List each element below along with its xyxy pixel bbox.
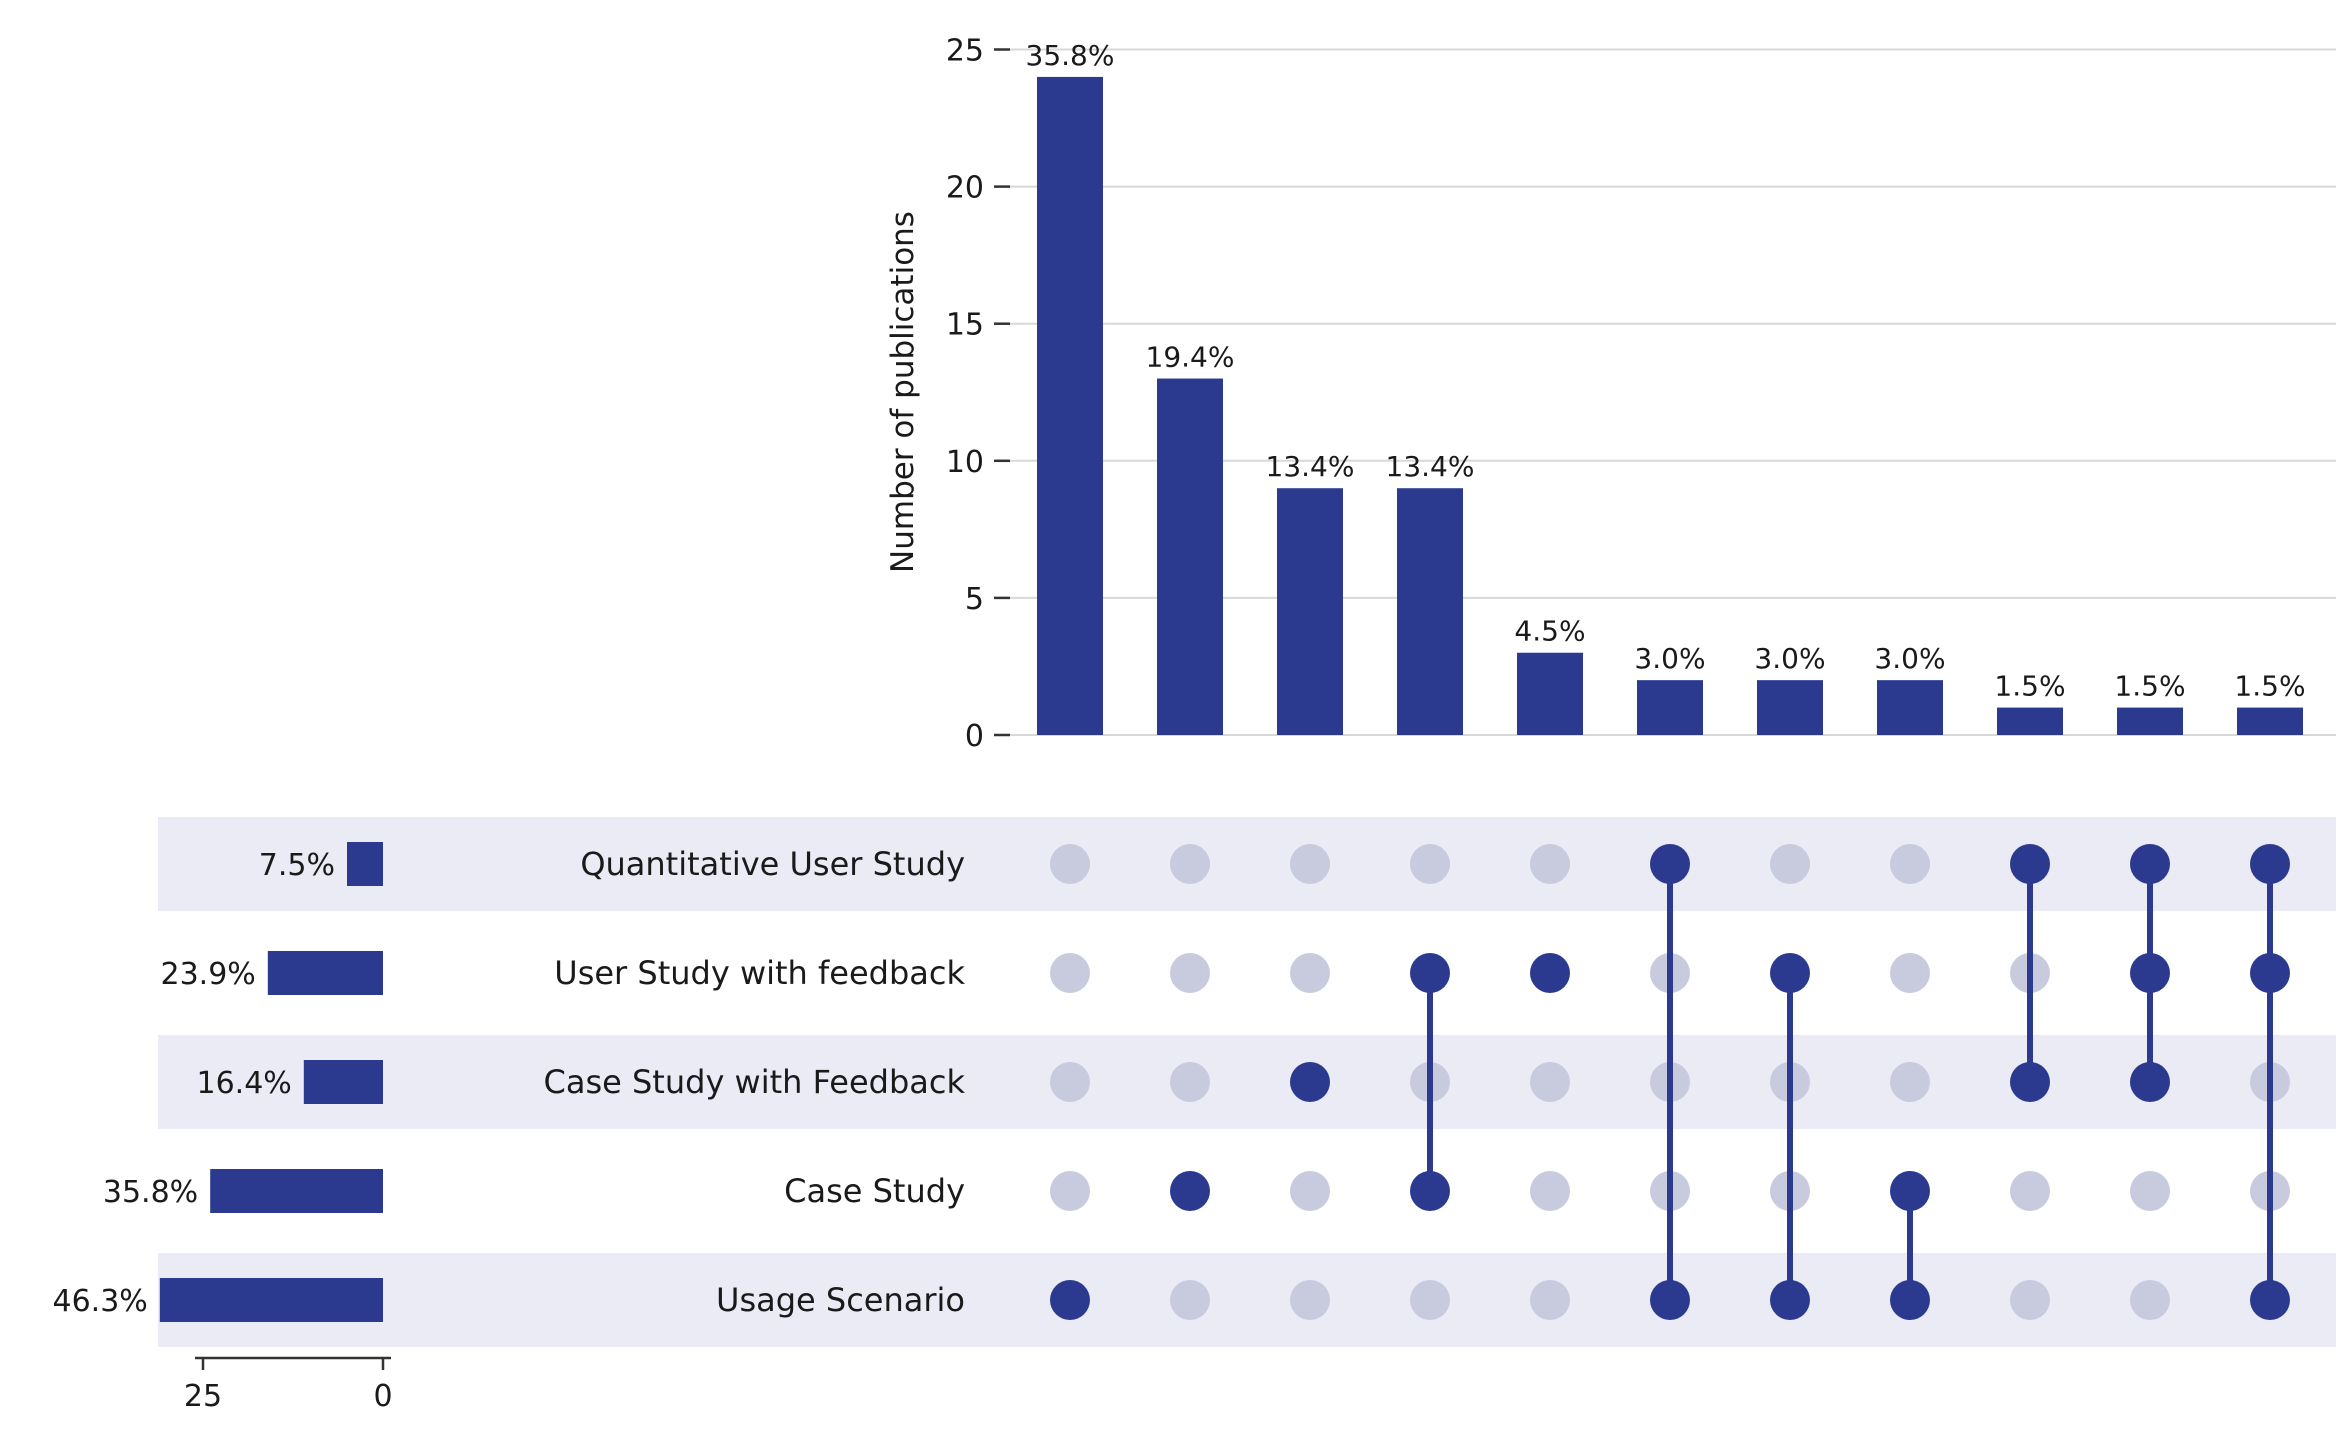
matrix-dot-inactive: [1170, 1062, 1210, 1102]
matrix-dot-inactive: [1290, 953, 1330, 993]
matrix-dot-inactive: [1770, 844, 1810, 884]
intersection-pct-label: 13.4%: [1266, 450, 1355, 483]
intersection-pct-label: 3.0%: [1874, 642, 1945, 675]
matrix-dot-active: [2250, 953, 2290, 993]
y-tick-label: 15: [946, 308, 984, 343]
set-size-bar: [210, 1169, 383, 1213]
row-stripe: [158, 1253, 2336, 1347]
intersection-bar: [2117, 707, 2183, 735]
matrix-dot-inactive: [1170, 953, 1210, 993]
matrix-dot-active: [1770, 953, 1810, 993]
matrix-dot-inactive: [1290, 1280, 1330, 1320]
matrix-dot-inactive: [1290, 844, 1330, 884]
intersection-pct-label: 3.0%: [1754, 642, 1825, 675]
matrix-dot-active: [2130, 953, 2170, 993]
y-tick-label: 10: [946, 445, 984, 480]
matrix-dot-active: [1170, 1171, 1210, 1211]
set-size-bar: [347, 842, 383, 886]
y-axis-title: Number of publications: [885, 211, 921, 573]
set-pct-label: 7.5%: [259, 848, 335, 883]
matrix-dot-active: [2250, 844, 2290, 884]
matrix-dot-inactive: [1170, 1280, 1210, 1320]
matrix-dot-active: [1890, 1280, 1930, 1320]
matrix-dot-inactive: [1050, 953, 1090, 993]
set-size-bar: [267, 951, 383, 995]
matrix-dot-inactive: [2130, 1171, 2170, 1211]
y-tick-label: 25: [946, 34, 984, 69]
intersection-pct-label: 1.5%: [1994, 670, 2065, 703]
matrix-dot-active: [1050, 1280, 1090, 1320]
matrix-dot-inactive: [1050, 1062, 1090, 1102]
y-tick-label: 20: [946, 171, 984, 206]
matrix-dot-inactive: [1890, 953, 1930, 993]
matrix-dot-inactive: [1530, 844, 1570, 884]
intersection-pct-label: 3.0%: [1634, 642, 1705, 675]
matrix-dot-inactive: [1050, 1171, 1090, 1211]
intersection-bar: [1757, 680, 1823, 735]
intersection-bar: [1157, 378, 1223, 735]
intersection-pct-label: 4.5%: [1514, 615, 1585, 648]
set-pct-label: 16.4%: [196, 1066, 291, 1101]
intersection-bar: [1397, 488, 1463, 735]
set-pct-label: 35.8%: [103, 1175, 198, 1210]
matrix-dot-inactive: [2130, 1280, 2170, 1320]
matrix-dot-active: [1290, 1062, 1330, 1102]
matrix-dot-active: [1410, 953, 1450, 993]
intersection-pct-label: 19.4%: [1146, 341, 1235, 374]
set-size-bar: [159, 1278, 383, 1322]
y-tick-label: 0: [965, 719, 984, 754]
matrix-dot-inactive: [1890, 844, 1930, 884]
set-label: Case Study with Feedback: [544, 1063, 966, 1101]
intersection-bar: [1517, 652, 1583, 735]
intersection-pct-label: 13.4%: [1386, 450, 1475, 483]
matrix-dot-active: [1410, 1171, 1450, 1211]
matrix-dot-active: [2010, 844, 2050, 884]
intersection-bar: [1637, 680, 1703, 735]
intersection-bar: [1037, 76, 1103, 736]
matrix-dot-inactive: [2010, 1280, 2050, 1320]
set-size-bar: [303, 1060, 383, 1104]
intersection-pct-label: 1.5%: [2114, 670, 2185, 703]
intersection-bar: [2237, 707, 2303, 735]
set-label: Quantitative User Study: [580, 845, 965, 883]
matrix-dot-active: [1650, 1280, 1690, 1320]
matrix-dot-inactive: [2010, 1171, 2050, 1211]
matrix-dot-inactive: [1410, 844, 1450, 884]
set-label: Usage Scenario: [716, 1281, 965, 1319]
matrix-dot-active: [1770, 1280, 1810, 1320]
matrix-dot-inactive: [1050, 844, 1090, 884]
row-stripe: [158, 817, 2336, 911]
y-tick-label: 5: [965, 582, 984, 617]
matrix-dot-active: [2130, 1062, 2170, 1102]
matrix-dot-active: [2010, 1062, 2050, 1102]
matrix-dot-inactive: [1530, 1280, 1570, 1320]
intersection-bar: [1877, 680, 1943, 735]
intersection-bar: [1277, 488, 1343, 735]
row-stripe: [158, 1035, 2336, 1129]
intersection-pct-label: 1.5%: [2234, 670, 2305, 703]
matrix-dot-inactive: [1170, 844, 1210, 884]
matrix-dot-active: [2250, 1280, 2290, 1320]
set-pct-label: 23.9%: [160, 957, 255, 992]
matrix-dot-active: [1530, 953, 1570, 993]
set-label: User Study with feedback: [554, 954, 965, 992]
set-pct-label: 46.3%: [52, 1284, 147, 1319]
matrix-dot-inactive: [1290, 1171, 1330, 1211]
intersection-pct-label: 35.8%: [1026, 39, 1115, 72]
set-label: Case Study: [784, 1172, 965, 1210]
matrix-dot-inactive: [1530, 1062, 1570, 1102]
matrix-dot-inactive: [1890, 1062, 1930, 1102]
matrix-dot-inactive: [1410, 1280, 1450, 1320]
intersection-bar: [1997, 707, 2063, 735]
matrix-dot-active: [2130, 844, 2170, 884]
set-axis-tick-label: 25: [184, 1379, 222, 1414]
matrix-dot-active: [1890, 1171, 1930, 1211]
matrix-dot-active: [1650, 844, 1690, 884]
matrix-dot-inactive: [1530, 1171, 1570, 1211]
set-axis-tick-label: 0: [373, 1379, 392, 1414]
